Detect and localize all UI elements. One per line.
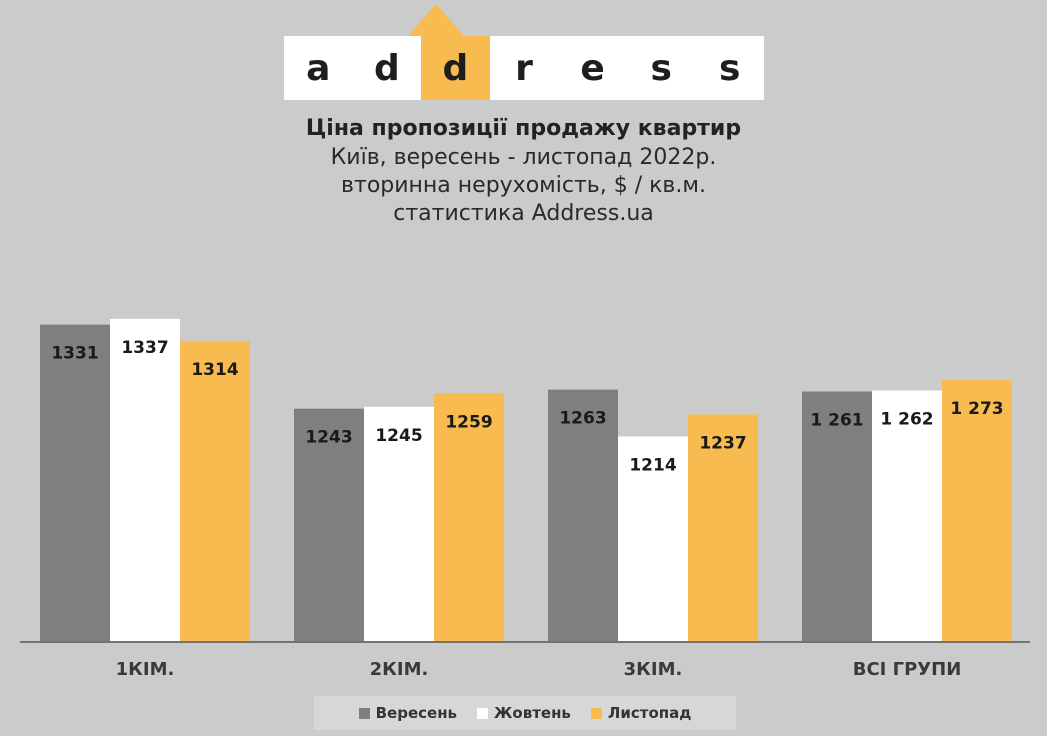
bar-value-label: 1259 [445,412,492,432]
legend-item-november: Листопад [590,704,692,722]
logo-letter: d [373,47,400,89]
category-label: 2КІМ. [370,659,429,680]
bar-value-label: 1243 [305,428,352,448]
bar-value-label: 1 261 [810,411,863,431]
bar-value-label: 1337 [121,338,168,358]
legend-label-november: Листопад [607,704,692,722]
logo-letter: d [421,36,490,100]
bar-october [872,390,942,641]
bar-value-label: 1 262 [880,410,933,430]
logo-letter: e [580,47,605,89]
chart-titles: Ціна пропозиції продажу квартир Київ, ве… [0,114,1047,228]
chart-legend: Вересень Жовтень Листопад [314,696,736,730]
logo-letter: a [306,47,331,89]
bar-october [110,318,180,641]
legend-swatch-november [590,707,602,719]
chart-subtitle-line-1: Київ, вересень - листопад 2022р. [330,145,717,170]
bar-value-label: 1331 [51,344,98,364]
chart-title: Ціна пропозиції продажу квартир [305,116,742,141]
bar-value-label: 1245 [375,426,422,446]
bar-september [548,389,618,641]
bar-october [618,436,688,641]
legend-item-october: Жовтень [477,704,571,722]
logo-letter: s [650,47,672,89]
bar-value-label: 1214 [629,455,676,475]
logo-letter: r [515,47,533,89]
bar-november [180,340,250,641]
category-label: 1КІМ. [116,659,175,680]
bar-october [364,406,434,641]
bar-september [294,408,364,641]
bar-november [688,414,758,641]
bar-november [434,393,504,641]
logo-roof-icon [408,4,464,36]
bar-value-label: 1237 [699,433,746,453]
legend-swatch-october [477,707,489,719]
logo-letter: s [719,47,741,89]
bar-value-label: 1 273 [950,399,1003,419]
bar-september [802,391,872,641]
category-label: ВСІ ГРУПИ [853,659,962,680]
bar-value-label: 1314 [191,360,238,380]
bar-value-label: 1263 [559,409,606,429]
legend-label-october: Жовтень [494,704,571,722]
chart-subtitle-line-2: вторинна нерухомість, $ / кв.м. [341,173,706,198]
bar-september [40,324,110,641]
category-label: 3КІМ. [624,659,683,680]
legend-swatch-september [358,707,370,719]
legend-item-september: Вересень [358,704,458,722]
legend-label-september: Вересень [375,704,458,722]
chart-subtitle-line-3: статистика Address.ua [393,201,654,226]
bar-november [942,380,1012,641]
